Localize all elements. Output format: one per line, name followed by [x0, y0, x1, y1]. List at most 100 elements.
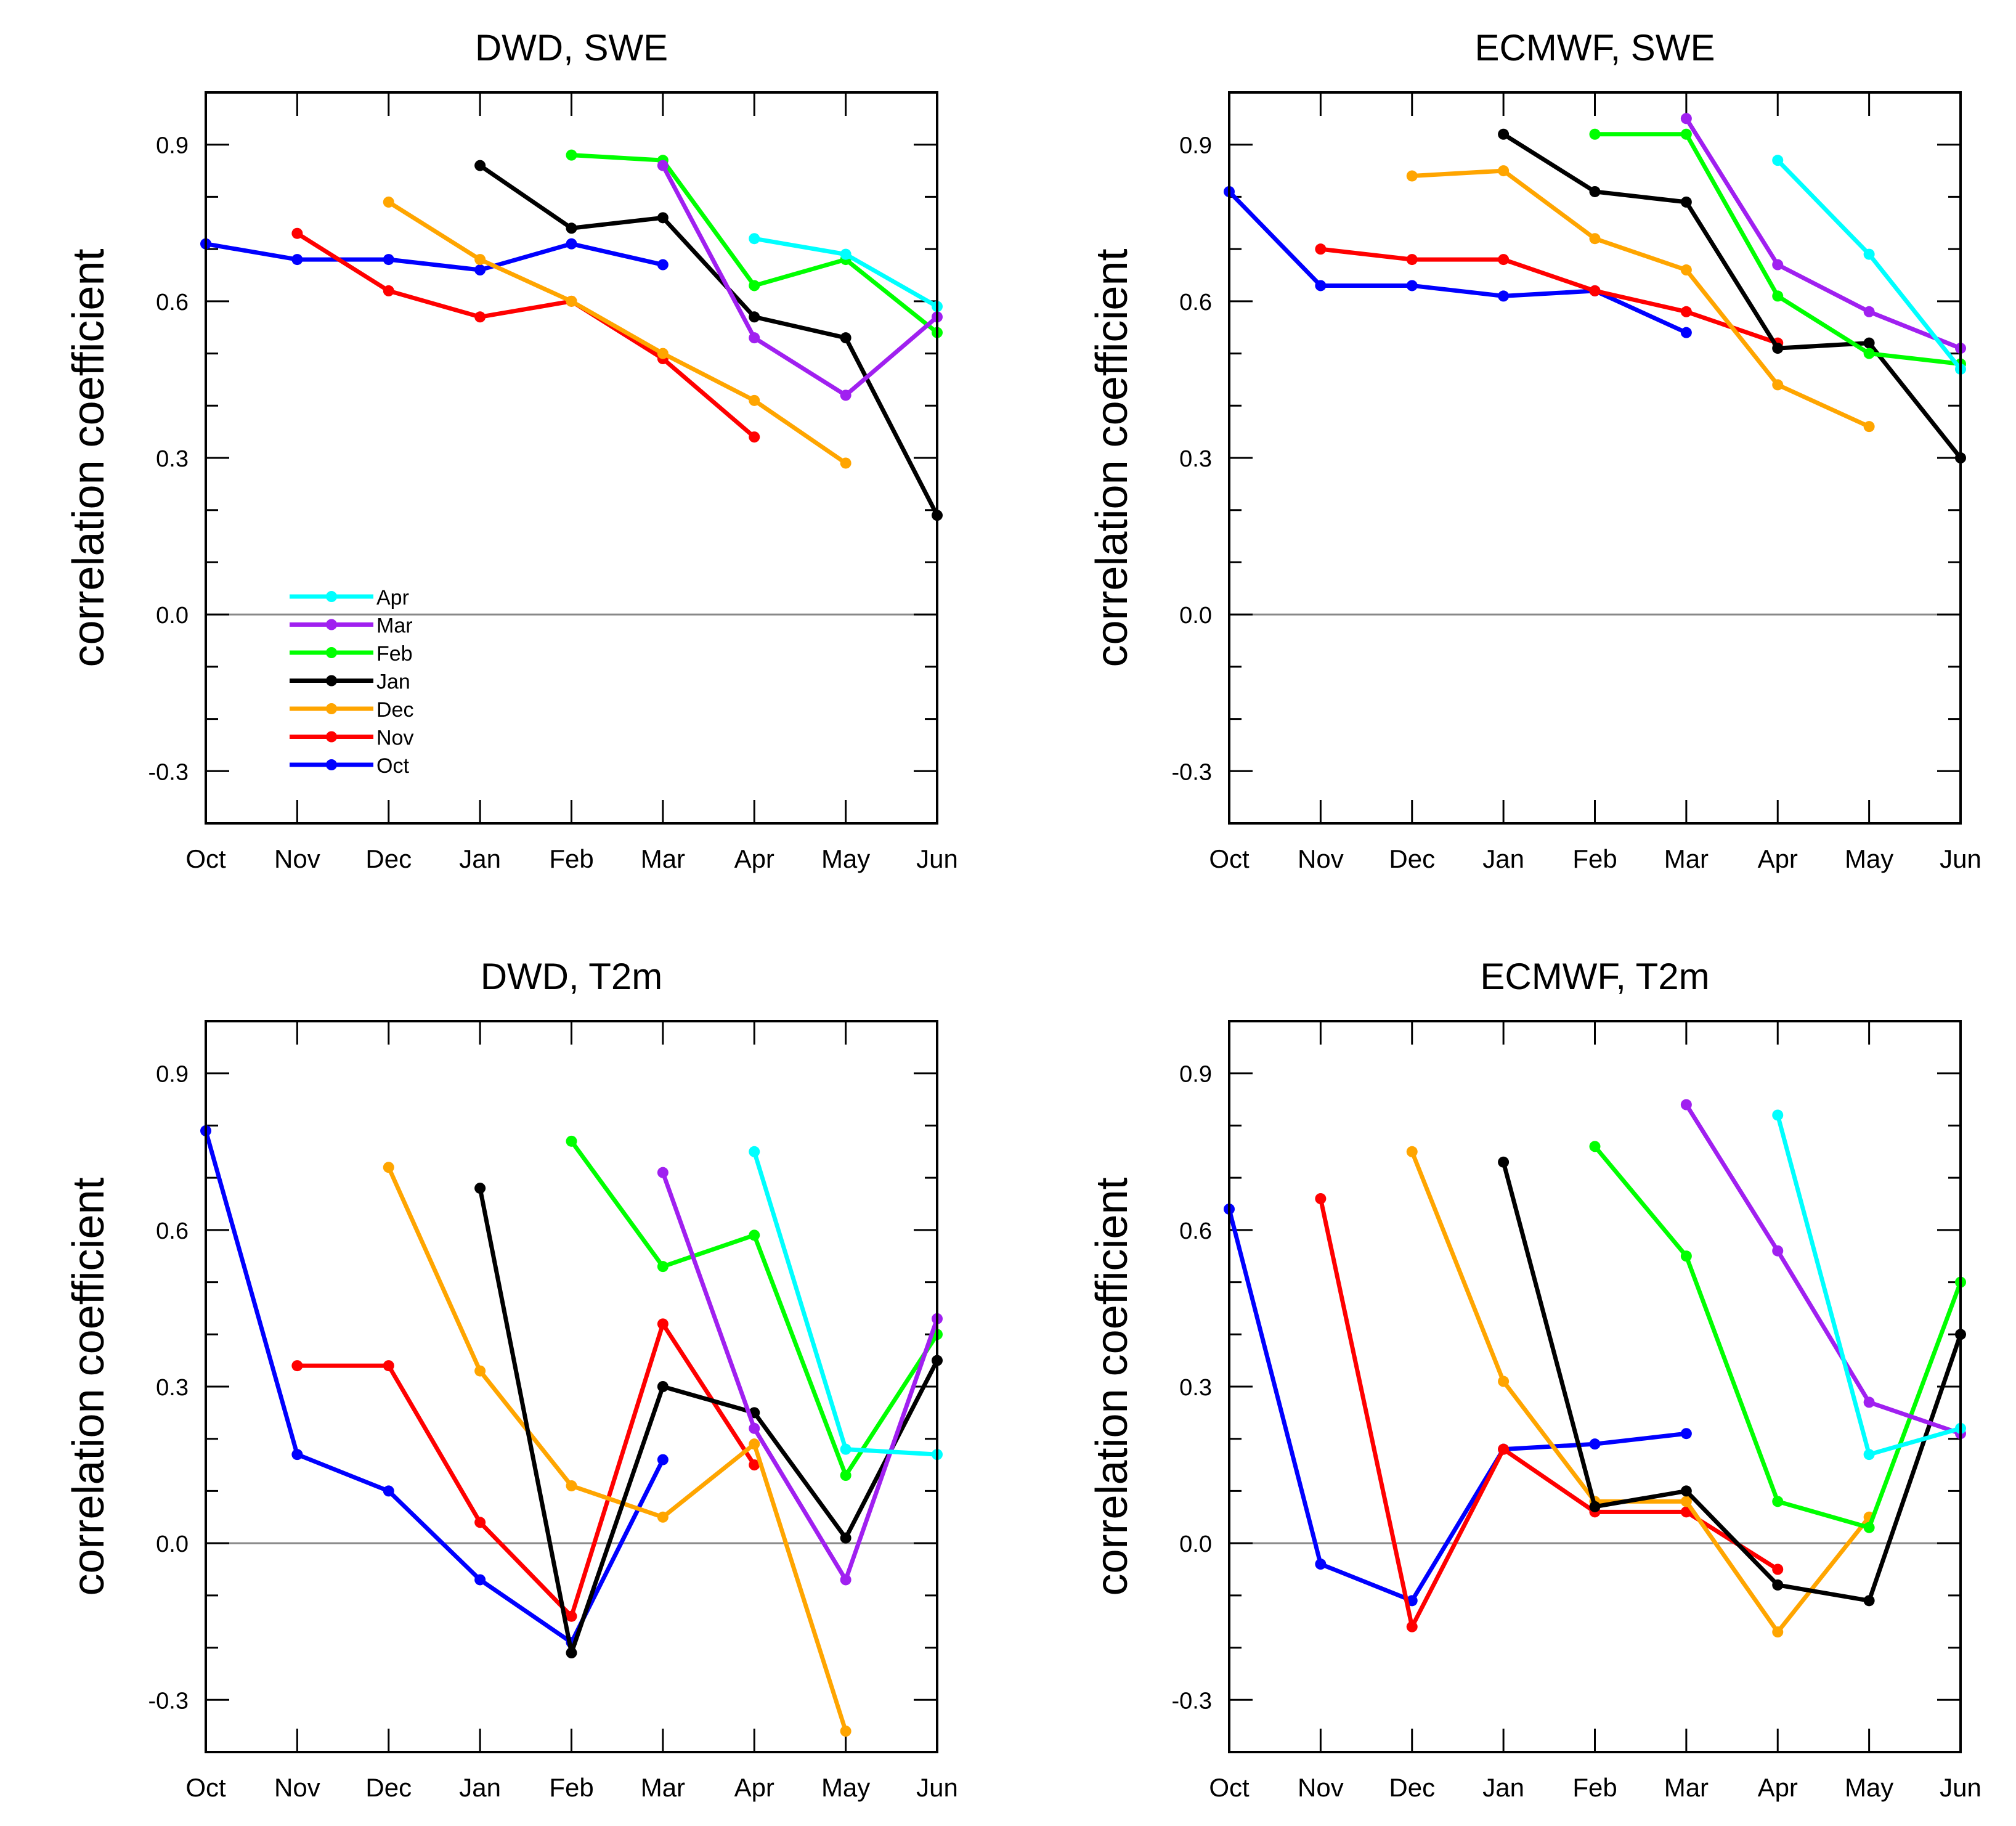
- data-point-mar: [1863, 306, 1875, 317]
- data-point-dec: [1406, 1146, 1418, 1157]
- x-tick-label: Jan: [459, 844, 501, 873]
- data-point-oct: [1589, 1438, 1601, 1450]
- y-tick-label: 0.6: [1179, 1218, 1212, 1244]
- data-point-jan: [749, 311, 760, 323]
- y-tick-label: -0.3: [148, 759, 189, 785]
- data-point-dec: [657, 348, 669, 359]
- x-tick-label: Oct: [1209, 1773, 1250, 1802]
- x-tick-label: Jan: [1482, 844, 1524, 873]
- data-point-jan: [840, 332, 852, 344]
- y-tick-label: 0.9: [1179, 133, 1212, 159]
- y-tick-label: -0.3: [148, 1688, 189, 1714]
- series-line-mar: [660, 1172, 940, 1582]
- data-point-nov: [1315, 243, 1327, 255]
- data-point-nov: [1772, 1563, 1784, 1575]
- plot-frame: [1228, 1020, 1962, 1753]
- data-point-feb: [749, 280, 760, 291]
- x-tick-label: Dec: [365, 1773, 412, 1802]
- data-point-dec: [1772, 379, 1784, 391]
- data-point-oct: [383, 1485, 394, 1497]
- data-point-feb: [840, 1470, 852, 1482]
- data-point-feb: [749, 1229, 760, 1241]
- x-tick-label: Nov: [274, 844, 320, 873]
- data-point-feb: [1589, 128, 1601, 140]
- series-line-oct: [1227, 190, 1688, 335]
- data-point-nov: [474, 1517, 486, 1528]
- data-point-feb: [566, 1135, 577, 1147]
- data-point-mar: [749, 332, 760, 344]
- x-tick-label: May: [821, 1773, 870, 1802]
- x-tick-label: May: [821, 844, 870, 873]
- data-point-oct: [383, 254, 394, 266]
- data-point-apr: [749, 233, 760, 245]
- series-line-oct: [205, 242, 664, 272]
- series-line-dec: [1410, 1151, 1871, 1634]
- y-tick-label: 0.6: [156, 1218, 189, 1244]
- data-point-jan: [474, 1183, 486, 1194]
- x-tick-label: Apr: [1758, 844, 1798, 873]
- data-point-oct: [1498, 290, 1510, 302]
- chart-title: DWD, T2m: [481, 956, 663, 997]
- legend-marker-nov: [326, 731, 337, 743]
- data-point-apr: [1863, 248, 1875, 260]
- series-line-dec: [386, 1166, 848, 1732]
- y-axis-label: correlation coefficient: [64, 1177, 113, 1596]
- data-point-dec: [840, 1726, 852, 1737]
- data-point-dec: [566, 1480, 577, 1491]
- x-tick-label: Dec: [1389, 844, 1435, 873]
- data-point-oct: [474, 1574, 486, 1586]
- data-point-oct: [657, 259, 669, 271]
- data-point-jan: [1498, 1156, 1510, 1168]
- x-tick-label: Mar: [1664, 1773, 1709, 1802]
- x-tick-label: Feb: [1572, 844, 1617, 873]
- data-point-mar: [1772, 259, 1784, 271]
- x-tick-label: Dec: [1389, 1773, 1435, 1802]
- data-point-apr: [840, 248, 852, 260]
- data-point-mar: [1680, 113, 1692, 124]
- y-axis-label: correlation coefficient: [64, 248, 113, 667]
- legend-marker-dec: [326, 703, 337, 714]
- series-line-jan: [479, 163, 940, 516]
- data-point-jan: [1589, 185, 1601, 197]
- data-point-feb: [1680, 1250, 1692, 1262]
- panel-1: ECMWF, SWE correlation coefficient -0.3 0.0…: [1087, 27, 1981, 873]
- series-line-mar: [1684, 117, 1962, 351]
- legend-label: Feb: [376, 642, 413, 666]
- data-point-nov: [1315, 1193, 1327, 1205]
- y-axis-label: correlation coefficient: [1087, 1177, 1137, 1596]
- data-point-apr: [840, 1443, 852, 1455]
- chart-title: ECMWF, SWE: [1475, 27, 1715, 68]
- data-point-feb: [1772, 290, 1784, 302]
- data-point-jan: [1589, 1501, 1601, 1512]
- data-point-mar: [657, 1167, 669, 1178]
- y-tick-label: 0.0: [1179, 1531, 1212, 1557]
- legend-label: Mar: [376, 614, 413, 638]
- x-tick-label: Jun: [1940, 844, 1981, 873]
- y-tick-label: 0.0: [156, 603, 189, 629]
- data-point-jan: [1772, 343, 1784, 354]
- x-tick-label: Feb: [1572, 1773, 1617, 1802]
- plot-frame: [1228, 91, 1962, 825]
- series-line-mar: [1684, 1103, 1962, 1436]
- y-tick-label: 0.9: [156, 1062, 189, 1088]
- data-point-dec: [474, 254, 486, 266]
- x-tick-label: Jan: [1482, 1773, 1524, 1802]
- panel-2: DWD, T2m correlation coefficient -0.3 0.0 0.…: [64, 956, 958, 1802]
- data-point-oct: [474, 264, 486, 276]
- legend-label: Nov: [376, 727, 413, 750]
- series-line-nov: [1318, 1198, 1779, 1629]
- data-point-oct: [1680, 327, 1692, 338]
- y-tick-label: -0.3: [1172, 759, 1212, 785]
- data-point-apr: [1863, 1449, 1875, 1461]
- data-point-feb: [1680, 128, 1692, 140]
- data-point-mar: [840, 1574, 852, 1586]
- data-point-oct: [1315, 1559, 1327, 1570]
- x-tick-label: Jan: [459, 1773, 501, 1802]
- legend-marker-mar: [326, 619, 337, 630]
- legend-label: Apr: [376, 586, 409, 609]
- data-point-dec: [383, 196, 394, 208]
- data-point-dec: [657, 1511, 669, 1523]
- x-tick-label: Jun: [1940, 1773, 1981, 1802]
- data-point-nov: [474, 311, 486, 323]
